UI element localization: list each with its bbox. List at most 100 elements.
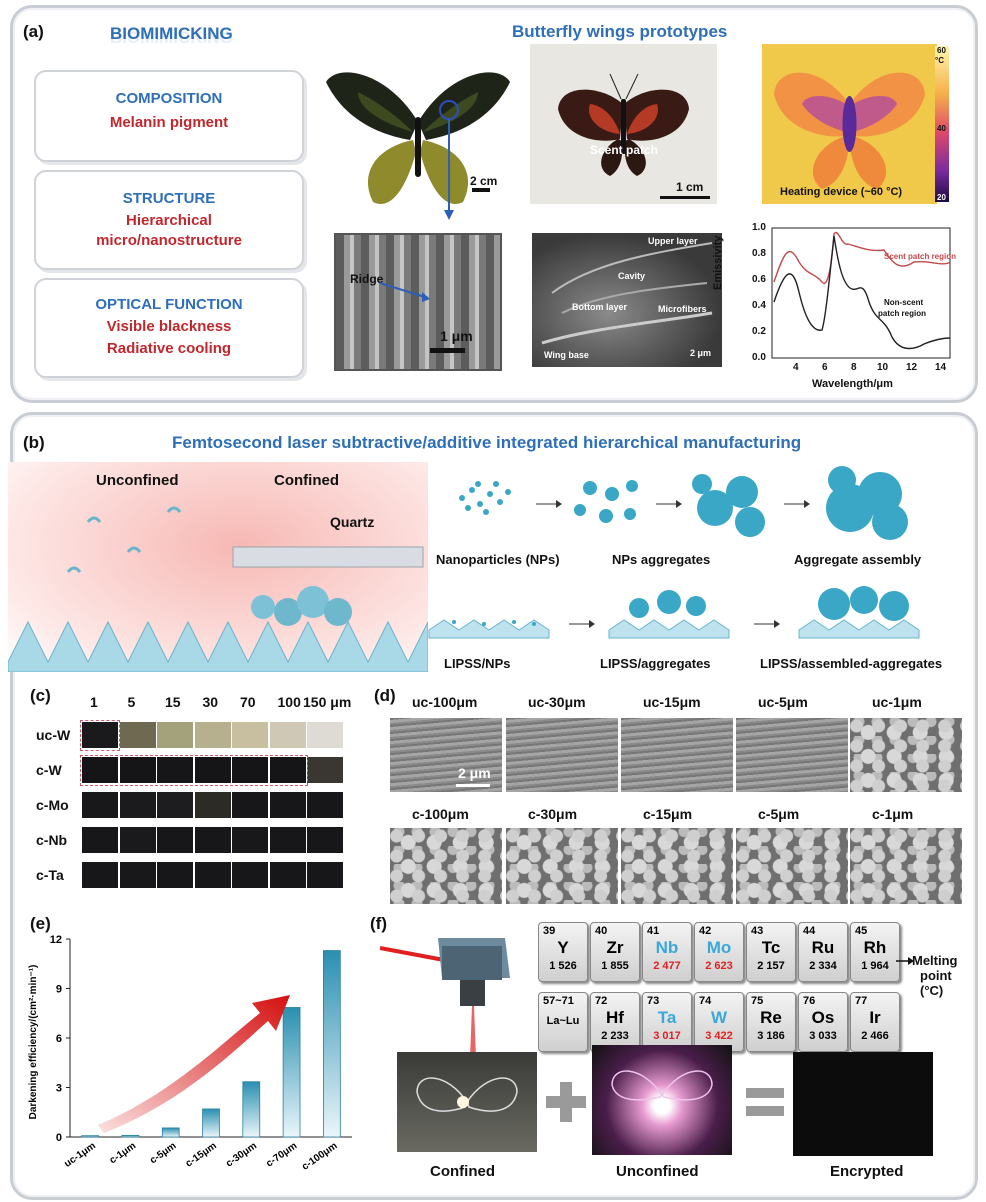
swatch-1-3: [194, 757, 231, 783]
swatch-4-4: [232, 862, 268, 888]
element-melting-point: 1 526: [549, 960, 577, 972]
swatch-3-2: [157, 827, 193, 853]
melting-arrow: [896, 957, 914, 965]
element-melting-point: 2 477: [653, 960, 681, 972]
element-number: 41: [647, 925, 660, 937]
swatch-3-1: [119, 827, 156, 853]
element-melting-point: 2 157: [757, 960, 785, 972]
swatch-4-6: [307, 862, 343, 888]
swatch-0-0: [82, 722, 118, 748]
swatch-row-0: uc-W: [36, 727, 71, 743]
swatch-2-4: [232, 792, 268, 818]
swatch-col-1: 5: [127, 694, 136, 710]
scale-bar-2cm: [472, 188, 490, 192]
element-symbol: Ru: [811, 938, 835, 957]
emissivity-xtick-14: 14: [935, 362, 947, 373]
swatch-1-1: [119, 757, 156, 783]
swatch-row-3: c-Nb: [36, 832, 68, 848]
colorbar-unit: °C: [935, 56, 944, 65]
ytick-0: 0: [56, 1132, 62, 1144]
panel-b-title: Femtosecond laser subtractive/additive i…: [172, 433, 802, 452]
swatch-2-1: [119, 792, 156, 818]
unconfined-label: Unconfined: [96, 472, 179, 489]
swatch-1-0: [82, 757, 118, 783]
element-number: 72: [595, 995, 608, 1007]
element-hf: 72 Hf 2 233: [590, 992, 640, 1052]
element-symbol: Rh: [863, 938, 887, 957]
swatch-4-1: [119, 862, 156, 888]
element-rh: 45 Rh 1 964: [850, 922, 900, 982]
element-number: 40: [595, 925, 608, 937]
sem-wing-base: Wing base: [544, 350, 589, 360]
laser-process-illustration: [8, 462, 428, 672]
element-melting-point: 2 623: [705, 960, 733, 972]
xtick-4: c-30μm: [224, 1140, 259, 1169]
series-nonscent-label-2: patch region: [878, 309, 927, 318]
element-symbol: Y: [557, 938, 569, 957]
swatch-row-1: c-W: [36, 762, 62, 778]
xtick-3: c-15μm: [184, 1140, 219, 1169]
swatch-col-5: 100: [277, 694, 301, 710]
confined-photo: [397, 1052, 537, 1152]
sem-bottom-3: [736, 828, 848, 904]
butterfly-photo: [326, 72, 510, 220]
scale-1cm: 1 cm: [676, 180, 704, 194]
emissivity-ytick-0: 0.0: [752, 352, 766, 363]
swatch-0-6: [307, 722, 343, 748]
element-number: 44: [803, 925, 816, 937]
scent-patch-label: Scent patch: [590, 143, 659, 157]
element-ta: 73 Ta 3 017: [642, 992, 692, 1052]
swatch-col-3: 30: [202, 694, 219, 710]
element-symbol: Os: [811, 1008, 835, 1027]
swatch-1-4: [232, 757, 268, 783]
swatch-2-6: [307, 792, 343, 818]
sem-top-3: [736, 718, 848, 792]
element-number: 77: [855, 995, 868, 1007]
panel-e-label: (e): [30, 914, 51, 933]
series-scent-label: Scent patch region: [884, 252, 957, 261]
caption-unconfined: Unconfined: [616, 1163, 699, 1180]
sem-top-label-1: uc-30μm: [528, 694, 586, 710]
element-y: 39 Y 1 526: [538, 922, 588, 982]
element-number: 76: [803, 995, 816, 1007]
swatch-2-3: [194, 792, 231, 818]
ridge-label: Ridge: [350, 272, 384, 286]
element-la-lu: 57~71 La~Lu: [538, 992, 588, 1052]
sem-top-label-3: uc-5μm: [758, 694, 808, 710]
element-symbol: Mo: [706, 938, 732, 957]
element-symbol: La~Lu: [546, 1015, 580, 1027]
swatch-4-5: [269, 862, 306, 888]
ytick-1: 3: [56, 1083, 62, 1095]
bar-0: [81, 1135, 100, 1138]
swatch-col-0: 1: [90, 694, 98, 710]
element-number: 43: [751, 925, 764, 937]
xtick-0: uc-1μm: [62, 1140, 98, 1169]
row2-label-1: LIPSS/NPs: [444, 656, 511, 671]
biomimicking-label: BIOMIMICKING: [110, 24, 233, 43]
emissivity-xtick-12: 12: [906, 362, 918, 373]
bar-4: [242, 1081, 261, 1138]
trend-arrow: [98, 995, 290, 1133]
sem-top-label-2: uc-15μm: [643, 694, 701, 710]
structure-box: STRUCTURE Hierarchical micro/nanostructu…: [34, 170, 304, 270]
structure-head: STRUCTURE: [122, 190, 216, 207]
melting-label-1: Melting: [912, 953, 958, 968]
bar-5: [282, 1007, 301, 1138]
element-w: 74 W 3 422: [694, 992, 744, 1052]
scale-1um: 1 μm: [440, 328, 473, 344]
element-melting-point: 2 233: [601, 1030, 629, 1042]
heating-label: Heating device (~60 °C): [780, 186, 903, 198]
sem-bottom-4: [850, 828, 962, 904]
sem-bottom-label-2: c-15μm: [643, 806, 693, 822]
xtick-2: c-5μm: [148, 1140, 179, 1166]
element-number: 39: [543, 925, 556, 937]
swatch-col-2: 15: [165, 694, 181, 710]
element-symbol: Zr: [606, 938, 624, 957]
element-os: 76 Os 3 033: [798, 992, 848, 1052]
darkening-efficiency-chart: 0 3 6 9 12 uc-1μm c-1μm c-5μm c-15μm c-30μm c-70μm…: [28, 934, 352, 1173]
element-melting-point: 3 186: [757, 1030, 785, 1042]
panel-d-scale-bar: [456, 784, 490, 787]
structure-line-1: Hierarchical: [126, 212, 212, 229]
element-symbol: Nb: [655, 938, 679, 957]
emissivity-ytick-1: 1.0: [752, 222, 766, 233]
